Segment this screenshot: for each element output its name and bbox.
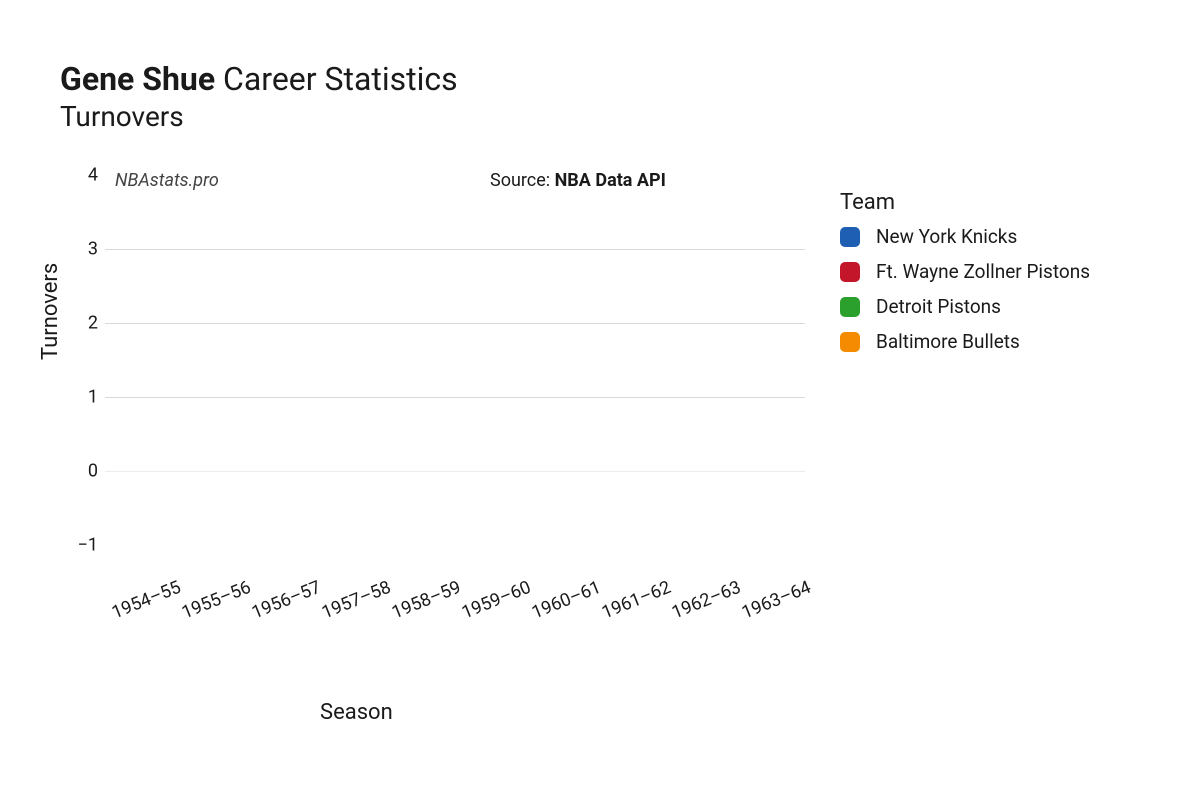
gridline bbox=[105, 471, 805, 472]
legend-label: Baltimore Bullets bbox=[876, 330, 1020, 353]
legend-item: Ft. Wayne Zollner Pistons bbox=[840, 260, 1090, 283]
legend-item: New York Knicks bbox=[840, 225, 1090, 248]
x-axis-label: Season bbox=[320, 700, 393, 725]
legend-swatch bbox=[840, 297, 860, 317]
chart-subtitle: Turnovers bbox=[60, 100, 1160, 133]
y-tick-label: −1 bbox=[70, 535, 98, 556]
legend-label: Detroit Pistons bbox=[876, 295, 1001, 318]
legend-item: Baltimore Bullets bbox=[840, 330, 1090, 353]
legend-item: Detroit Pistons bbox=[840, 295, 1090, 318]
gridline bbox=[105, 397, 805, 398]
legend-swatch bbox=[840, 262, 860, 282]
y-axis-label: Turnovers bbox=[38, 263, 63, 360]
x-axis-ticks: 1954–551955–561956–571957–581958–591959–… bbox=[105, 570, 805, 670]
y-tick-label: 4 bbox=[70, 165, 98, 186]
y-tick-label: 0 bbox=[70, 461, 98, 482]
legend-title: Team bbox=[840, 190, 1090, 215]
legend-swatch bbox=[840, 227, 860, 247]
y-tick-label: 3 bbox=[70, 239, 98, 260]
legend: Team New York Knicks Ft. Wayne Zollner Pi… bbox=[840, 190, 1090, 365]
title-suffix: Career Statistics bbox=[223, 60, 458, 98]
y-tick-label: 2 bbox=[70, 313, 98, 334]
legend-label: New York Knicks bbox=[876, 225, 1017, 248]
y-tick-label: 1 bbox=[70, 387, 98, 408]
chart-container: Gene Shue Career Statistics Turnovers NB… bbox=[0, 0, 1200, 800]
title-player-name: Gene Shue bbox=[60, 60, 215, 98]
gridline bbox=[105, 249, 805, 250]
legend-label: Ft. Wayne Zollner Pistons bbox=[876, 260, 1090, 283]
chart-title: Gene Shue Career Statistics bbox=[60, 60, 1160, 98]
plot-area: −101234 bbox=[105, 175, 805, 545]
legend-swatch bbox=[840, 332, 860, 352]
gridline bbox=[105, 323, 805, 324]
